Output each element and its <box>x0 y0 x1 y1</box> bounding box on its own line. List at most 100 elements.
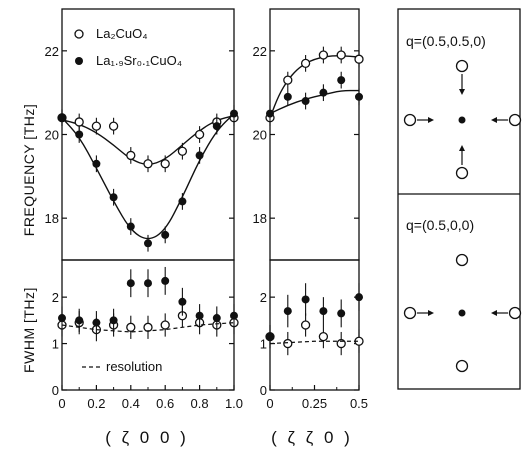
data-point-filled <box>92 318 101 327</box>
data-point-open <box>143 159 153 169</box>
arrowhead-right-upper <box>491 117 497 123</box>
arrowhead-left-lower <box>428 310 434 316</box>
data-point-open <box>160 159 170 169</box>
x-tick-label: 0 <box>266 396 273 411</box>
x-tick-label: 0.2 <box>87 396 105 411</box>
resolution-line <box>61 322 235 333</box>
fwhm-panel-zetazeta0: 0 1 2 0 0.25 0.5 <box>260 259 368 411</box>
y-tick-label: 1 <box>260 337 267 352</box>
y-tick-label: 22 <box>253 44 267 59</box>
y-tick-label: 2 <box>52 290 59 305</box>
displacement-diagram: q=(0.5,0.5,0) q=(0.5,0,0) <box>397 8 522 390</box>
data-point-filled <box>126 222 135 231</box>
arrowhead-top <box>459 89 465 95</box>
data-point-open <box>126 150 136 161</box>
data-point-filled <box>144 279 152 288</box>
data-point-filled <box>301 97 310 106</box>
arrowhead-right-lower <box>491 310 497 316</box>
data-point-filled <box>178 297 187 306</box>
x-tick-label: 0.25 <box>302 396 327 411</box>
atom-bottom-lower <box>455 359 469 373</box>
x-axis-label-zetazeta0: ( ζ ζ 0 ) <box>271 428 353 447</box>
data-point-filled <box>337 309 346 318</box>
data-point-open <box>318 50 329 60</box>
frequency-panel-zeta00: 18 20 22 <box>45 8 239 261</box>
data-point-filled <box>75 316 84 325</box>
legend: La₂CuO₄ La₁.₉Sr₀.₁CuO₄ <box>74 26 182 68</box>
legend-label-la19sr01cuo4: La₁.₉Sr₀.₁CuO₄ <box>96 53 182 68</box>
atom-left-upper <box>403 113 417 127</box>
data-point-open <box>108 121 119 131</box>
atom-left-lower <box>403 306 417 320</box>
y-tick-label: 18 <box>253 211 267 226</box>
legend-label-la2cuo4: La₂CuO₄ <box>96 26 148 41</box>
data-point-filled <box>92 159 101 168</box>
data-point-filled <box>109 316 118 325</box>
data-point-filled <box>126 279 135 288</box>
panel-frame <box>269 8 360 261</box>
data-point-filled <box>355 92 363 101</box>
fit-curve <box>269 55 360 119</box>
frequency-axis-label: FREQUENCY [THz] <box>21 104 37 236</box>
fwhm-panel-zeta00: 0 1 2 0 0.2 0.4 0.6 0.8 1.0 <box>52 259 243 411</box>
data-point-open <box>91 121 102 131</box>
y-tick-label: 18 <box>45 211 59 226</box>
fit-curve <box>61 113 235 240</box>
x-tick-label: 0.5 <box>350 396 368 411</box>
data-point-filled <box>195 311 204 320</box>
fwhm-axis-label: FWHM [THz] <box>21 287 37 373</box>
x-tick-label: 0.4 <box>122 396 140 411</box>
data-point-filled <box>178 197 187 206</box>
y-tick-label: 22 <box>45 44 59 59</box>
resolution-line <box>269 340 359 345</box>
data-point-filled <box>283 307 292 316</box>
x-tick-label: 1.0 <box>225 396 243 411</box>
data-point-open <box>126 322 136 332</box>
data-point-filled <box>58 113 66 122</box>
panel-frame <box>61 8 235 261</box>
data-point-open <box>283 338 293 349</box>
panel-frame <box>269 259 360 391</box>
y-tick-label: 2 <box>260 290 267 305</box>
data-point-open <box>74 117 84 127</box>
resolution-annotation: resolution <box>106 359 162 374</box>
atom-center-lower <box>458 309 466 317</box>
diagram-lower-label: q=(0.5,0,0) <box>406 217 474 233</box>
data-point-filled <box>266 332 274 341</box>
data-point-open <box>300 58 311 69</box>
arrowhead-bottom-upper <box>459 145 465 151</box>
data-point-filled <box>337 76 346 85</box>
diagram-upper-label: q=(0.5,0.5,0) <box>406 33 486 49</box>
x-axis-label-zeta00: ( ζ 0 0 ) <box>105 428 189 447</box>
data-point-open <box>336 50 346 60</box>
data-point-open <box>160 320 170 330</box>
data-point-filled <box>319 88 328 97</box>
y-tick-label: 1 <box>52 337 59 352</box>
data-point-filled <box>161 230 170 239</box>
frequency-panel-zetazeta0: 18 20 22 <box>253 8 364 261</box>
data-point-filled <box>212 314 221 323</box>
data-point-open <box>318 331 329 342</box>
data-point-filled <box>230 311 238 320</box>
y-tick-label: 20 <box>45 128 59 143</box>
x-tick-label: 0.8 <box>191 396 209 411</box>
data-point-filled <box>266 109 274 118</box>
data-point-filled <box>283 92 292 101</box>
legend-filled-marker <box>75 57 83 65</box>
data-point-filled <box>195 151 204 160</box>
y-tick-label: 0 <box>52 383 59 398</box>
y-tick-label: 20 <box>253 128 267 143</box>
data-point-open <box>194 129 205 140</box>
data-point-filled <box>319 307 328 316</box>
diagram-frame <box>397 8 521 390</box>
atom-right-lower <box>508 306 522 320</box>
atom-center-upper <box>458 116 466 124</box>
arrowhead-left-upper <box>428 117 434 123</box>
legend-open-marker <box>74 29 84 39</box>
data-point-filled <box>58 314 66 323</box>
y-tick-label: 0 <box>260 383 267 398</box>
atom-top-lower <box>455 253 469 267</box>
data-point-filled <box>161 276 170 285</box>
data-point-open <box>283 75 293 85</box>
